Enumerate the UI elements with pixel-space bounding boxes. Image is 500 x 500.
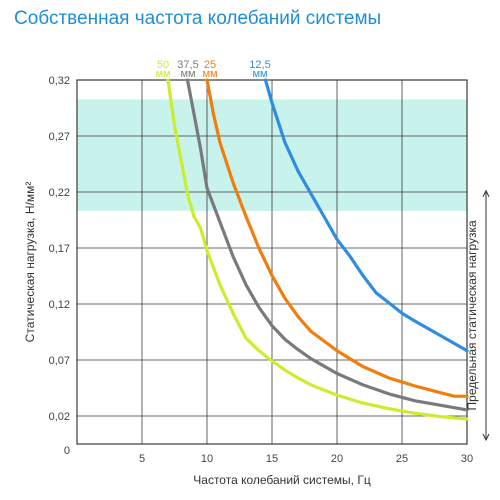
series-label: 12,5	[249, 59, 270, 71]
series-line-50	[166, 78, 469, 421]
chart-title: Собственная частота колебаний системы	[14, 8, 382, 29]
annotation-arrow-top	[482, 189, 490, 197]
x-tick-label: 5	[139, 453, 145, 465]
y-axis-label: Статическая нагрузка, Н/мм²	[23, 182, 37, 343]
y-tick-label: 0,12	[49, 299, 70, 311]
x-axis-label: Частота колебаний системы, Гц	[193, 473, 371, 487]
y-tick-label: 0,02	[49, 411, 70, 423]
series-unit: мм	[180, 68, 195, 80]
x-tick-label: 20	[331, 453, 343, 465]
series-line-12,5	[263, 78, 469, 353]
y-tick-label: 0	[64, 445, 70, 457]
y-tick-label: 0,22	[49, 187, 70, 199]
plot-frame	[76, 79, 468, 445]
annotation-arrow-bottom	[482, 433, 490, 442]
x-tick-label: 15	[266, 453, 278, 465]
x-tick-label: 10	[201, 453, 213, 465]
series-line-37,5	[185, 78, 469, 412]
y-tick-label: 0,27	[49, 131, 70, 143]
x-tick-label: 25	[396, 453, 408, 465]
series-label: 25	[204, 59, 216, 71]
series-unit: мм	[252, 68, 267, 80]
y-tick-label: 0,07	[49, 355, 70, 367]
series-label: 37,5	[177, 59, 198, 71]
series-unit: мм	[155, 68, 170, 80]
annotation-label: Предельная статическая нагрузка	[465, 220, 479, 411]
y-tick-label: 0,17	[49, 243, 70, 255]
x-tick-label: 30	[461, 453, 473, 465]
series-line-25	[205, 78, 469, 398]
series-unit: мм	[202, 68, 217, 80]
series-label: 50	[157, 59, 169, 71]
y-tick-label: 0,32	[49, 75, 70, 87]
